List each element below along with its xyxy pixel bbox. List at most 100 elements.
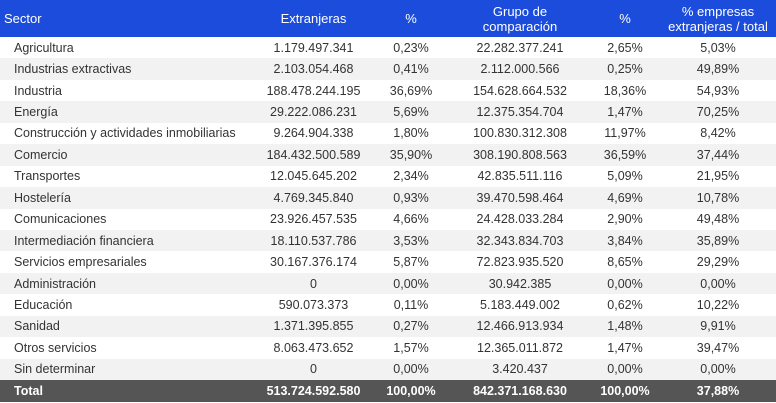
table-row: Energía 29.222.086.231 5,69% 12.375.354.704… <box>0 101 776 123</box>
cell-pct-extranjeras: 36,69% <box>389 83 433 98</box>
cell-pct-extranjeras: 5,87% <box>393 255 429 270</box>
cell-sector: Industrias extractivas <box>14 62 132 77</box>
table-row: Sanidad 1.371.395.855 0,27% 12.466.913.934 1… <box>0 315 776 338</box>
cell-pct-empresas: 29,29% <box>696 255 740 270</box>
cell-sector: Industria <box>14 83 62 98</box>
cell-pct-empresas: 0,00% <box>700 362 736 377</box>
cell-grupo-comparacion: 22.282.377.241 <box>476 40 564 55</box>
cell-grupo-comparacion: 12.375.354.704 <box>476 105 564 120</box>
cell-pct-extranjeras: 0,00% <box>393 276 429 291</box>
cell-pct-grupo: 4,69% <box>607 190 643 205</box>
cell-pct-empresas: 35,89% <box>696 233 740 248</box>
cell-sector: Servicios empresariales <box>14 255 147 270</box>
header-pct-extranjeras: % <box>405 11 417 26</box>
cell-extranjeras: 30.167.376.174 <box>270 255 357 270</box>
cell-grupo-comparacion: 100.830.312.308 <box>473 126 567 141</box>
cell-pct-empresas: 0,00% <box>700 276 736 291</box>
header-pct-empresas: % empresas extranjeras / total <box>668 3 768 34</box>
cell-pct-grupo: 11,97% <box>604 126 646 141</box>
cell-sector: Otros servicios <box>14 340 97 355</box>
header-grupo-comparacion: Grupo de comparación <box>482 3 558 34</box>
table-row: Intermediación financiera 18.110.537.786 3… <box>0 229 776 252</box>
header-sector: Sector <box>4 11 42 26</box>
cell-pct-grupo: 3,84% <box>607 233 643 248</box>
total-row: Total 513.724.592.580 100,00% 842.371.16… <box>0 380 776 402</box>
table-row: Hostelería 4.769.345.840 0,93% 39.470.598.4… <box>0 187 776 209</box>
total-grupo: 842.371.168.630 <box>473 384 567 398</box>
cell-pct-extranjeras: 1,80% <box>393 126 429 141</box>
cell-pct-extranjeras: 0,00% <box>393 362 429 377</box>
cell-extranjeras: 2.103.054.468 <box>273 62 354 77</box>
cell-sector: Comunicaciones <box>14 212 107 227</box>
cell-grupo-comparacion: 154.628.664.532 <box>473 83 567 98</box>
cell-grupo-comparacion: 39.470.598.464 <box>476 190 564 205</box>
cell-grupo-comparacion: 308.190.808.563 <box>473 147 567 162</box>
cell-extranjeras: 184.432.500.589 <box>266 147 361 162</box>
table-row: Otros servicios 8.063.473.652 1,57% 12.365.… <box>0 337 776 358</box>
cell-pct-extranjeras: 0,11% <box>393 297 429 312</box>
table-body: Agricultura 1.179.497.341 0,23% 22.282.377.… <box>0 37 776 380</box>
cell-extranjeras: 23.926.457.535 <box>270 212 357 227</box>
cell-pct-grupo: 0,00% <box>607 276 643 291</box>
cell-grupo-comparacion: 5.183.449.002 <box>480 297 560 312</box>
cell-pct-empresas: 39,47% <box>696 340 740 355</box>
cell-pct-grupo: 1,48% <box>607 319 643 334</box>
cell-extranjeras: 590.073.373 <box>278 297 349 312</box>
cell-pct-grupo: 1,47% <box>607 105 643 120</box>
cell-grupo-comparacion: 32.343.834.703 <box>476 233 564 248</box>
cell-grupo-comparacion: 12.466.913.934 <box>476 319 564 334</box>
cell-pct-empresas: 21,95% <box>696 169 740 184</box>
header-row: Sector Extranjeras % Grupo de comparació… <box>0 0 776 37</box>
cell-sector: Sin determinar <box>14 362 96 377</box>
cell-pct-empresas: 5,03% <box>700 40 736 55</box>
cell-pct-extranjeras: 1,57% <box>393 340 429 355</box>
cell-pct-empresas: 49,48% <box>696 212 740 227</box>
cell-extranjeras: 1.371.395.855 <box>273 319 354 334</box>
table-row: Servicios empresariales 30.167.376.174 5,8… <box>0 251 776 272</box>
total-pct-grupo: 100,00% <box>600 384 650 398</box>
cell-pct-empresas: 54,93% <box>696 83 740 98</box>
cell-sector: Hostelería <box>14 190 71 205</box>
table-row: Educación 590.073.373 0,11% 5.183.449.002 0,… <box>0 294 776 315</box>
cell-sector: Energía <box>14 105 58 120</box>
table-row: Comercio 184.432.500.589 35,90% 308.190.808… <box>0 144 776 166</box>
cell-pct-extranjeras: 0,93% <box>393 190 429 205</box>
cell-pct-extranjeras: 5,69% <box>393 105 429 120</box>
cell-extranjeras: 9.264.904.338 <box>273 126 354 141</box>
cell-pct-grupo: 8,65% <box>607 255 643 270</box>
cell-grupo-comparacion: 12.365.011.872 <box>477 340 563 355</box>
cell-extranjeras: 0 <box>310 362 317 377</box>
cell-pct-grupo: 2,90% <box>607 212 643 227</box>
cell-pct-empresas: 70,25% <box>696 105 740 120</box>
cell-pct-empresas: 49,89% <box>696 62 740 77</box>
table-row: Transportes 12.045.645.202 2,34% 42.835.511… <box>0 166 776 187</box>
cell-pct-extranjeras: 2,34% <box>393 169 429 184</box>
cell-pct-extranjeras: 3,53% <box>393 233 429 248</box>
table-row: Industria 188.478.244.195 36,69% 154.628.66… <box>0 80 776 101</box>
cell-sector: Transportes <box>14 169 81 184</box>
table-row: Industrias extractivas 2.103.054.468 0,41%… <box>0 58 776 80</box>
table-row: Construcción y actividades inmobiliarias… <box>0 123 776 144</box>
cell-pct-empresas: 8,42% <box>700 126 736 141</box>
cell-pct-empresas: 10,22% <box>696 297 740 312</box>
table-row: Comunicaciones 23.926.457.535 4,66% 24.428.… <box>0 209 776 230</box>
cell-grupo-comparacion: 3.420.437 <box>492 362 548 377</box>
cell-sector: Educación <box>14 297 73 312</box>
header-pct-grupo: % <box>619 11 631 26</box>
cell-sector: Agricultura <box>14 40 74 55</box>
table-row: Agricultura 1.179.497.341 0,23% 22.282.377.… <box>0 37 776 58</box>
total-pct-extranjeras: 100,00% <box>386 384 436 398</box>
cell-pct-empresas: 37,44% <box>696 147 740 162</box>
cell-pct-grupo: 0,00% <box>607 362 643 377</box>
cell-extranjeras: 1.179.497.341 <box>273 40 354 55</box>
cell-pct-grupo: 1,47% <box>607 340 643 355</box>
table-row: Sin determinar 0 0,00% 3.420.437 0,00% 0,00% <box>0 358 776 380</box>
cell-extranjeras: 4.769.345.840 <box>273 190 354 205</box>
cell-pct-extranjeras: 0,27% <box>393 319 429 334</box>
cell-sector: Comercio <box>14 147 68 162</box>
cell-pct-empresas: 10,78% <box>696 190 740 205</box>
cell-pct-empresas: 9,91% <box>700 319 736 334</box>
cell-pct-grupo: 2,65% <box>607 40 643 55</box>
cell-extranjeras: 29.222.086.231 <box>270 105 357 120</box>
